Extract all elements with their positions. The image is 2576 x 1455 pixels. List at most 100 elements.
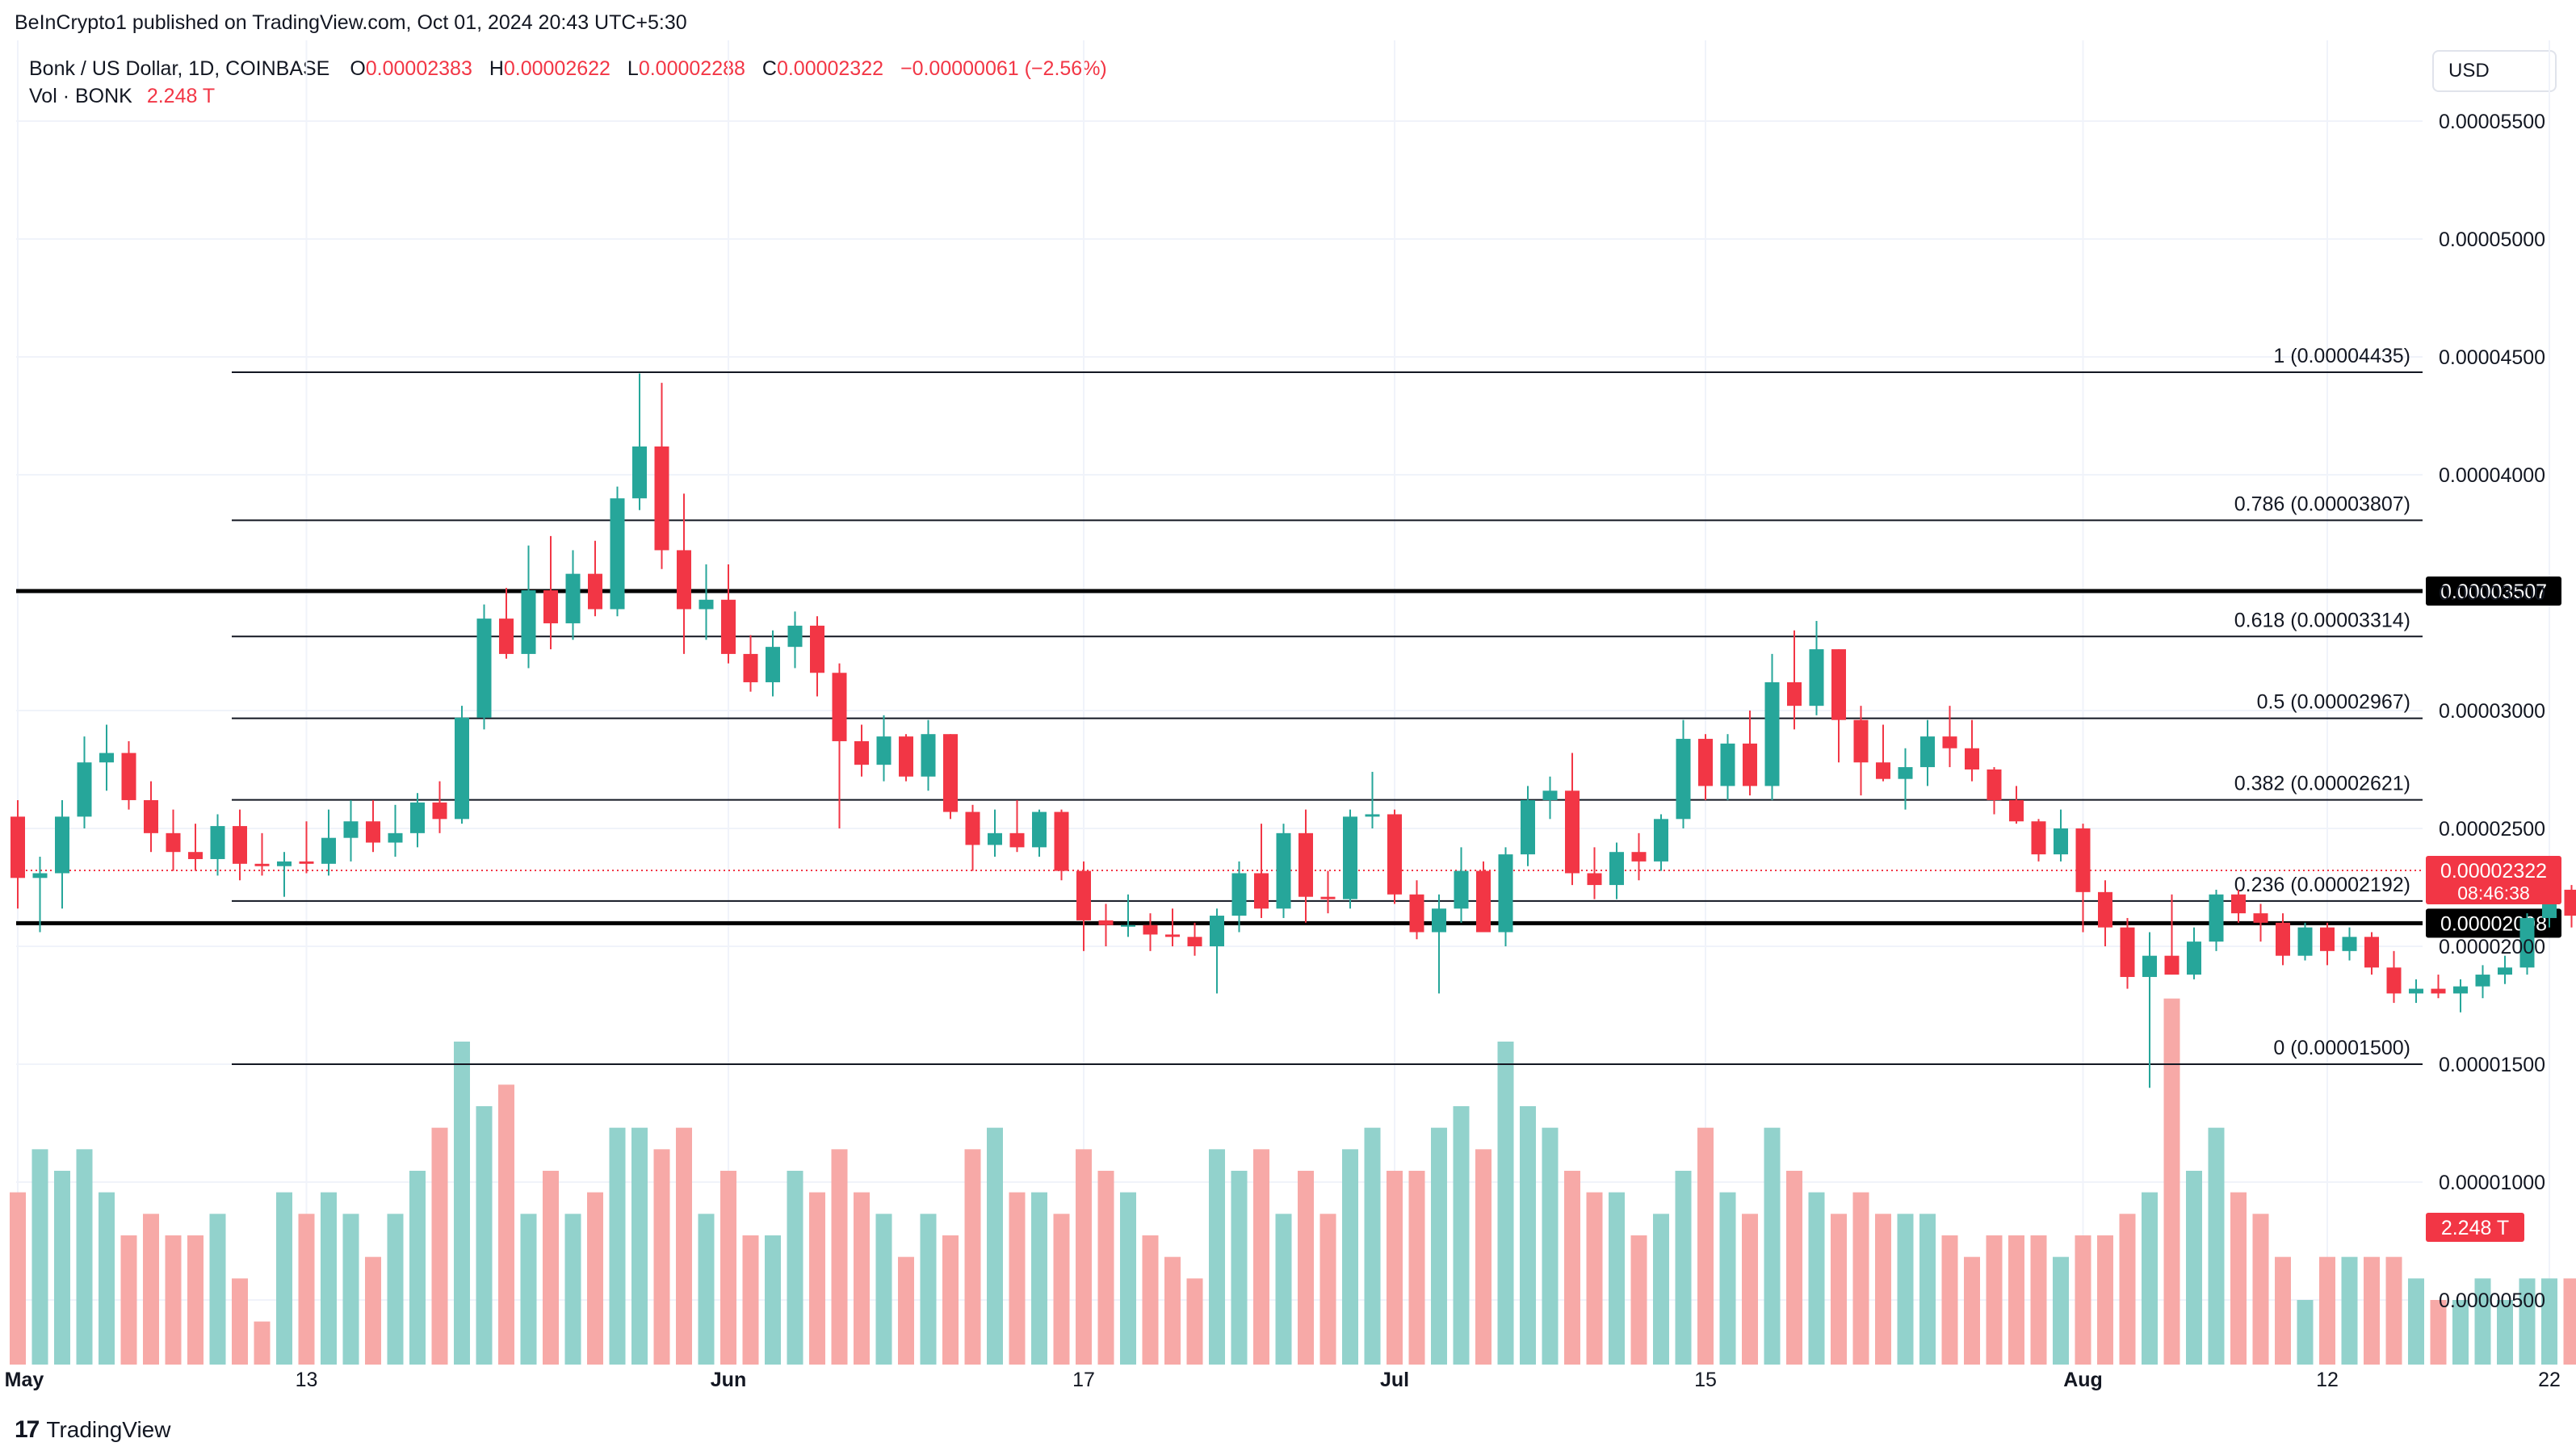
candle-body xyxy=(233,826,247,864)
candle-body xyxy=(2075,828,2091,892)
candle-body xyxy=(1609,852,1624,886)
volume-bar xyxy=(1053,1214,1070,1365)
volume-bar xyxy=(1719,1192,1736,1365)
volume-bar xyxy=(587,1192,603,1365)
volume-bar xyxy=(2252,1214,2269,1365)
volume-bar xyxy=(1319,1214,1336,1365)
candle-body xyxy=(32,873,48,878)
volume-bar xyxy=(1009,1192,1026,1365)
candle-body xyxy=(743,653,758,682)
countdown-label: 08:46:38 xyxy=(2457,883,2530,904)
candle-body xyxy=(943,734,958,812)
volume-bar xyxy=(609,1127,626,1365)
candle-body xyxy=(1631,852,1647,862)
candle-body xyxy=(1231,873,1247,916)
volume-bar xyxy=(342,1214,359,1365)
volume-bar xyxy=(2142,1192,2158,1365)
candle-body xyxy=(1787,681,1802,707)
candle-body xyxy=(2209,894,2224,942)
volume-bar xyxy=(1653,1214,1669,1365)
candle-body xyxy=(1920,736,1935,768)
volume-bar xyxy=(1142,1235,1159,1365)
candle-body xyxy=(1942,736,1957,748)
candle-body xyxy=(2453,986,2468,994)
volume-bar xyxy=(2430,1300,2447,1365)
publisher-line: BeInCrypto1 published on TradingView.com… xyxy=(15,11,687,34)
volume-bar xyxy=(1253,1149,1269,1365)
candle-body xyxy=(1098,920,1114,925)
candle-body xyxy=(277,861,292,866)
candle-body xyxy=(166,832,181,853)
candle-body xyxy=(10,816,25,878)
volume-bar xyxy=(2186,1171,2202,1365)
candle-body xyxy=(366,821,380,843)
tradingview-logo-text: TradingView xyxy=(46,1417,171,1442)
candle-body xyxy=(476,618,492,718)
volume-badge-label: 2.248 T xyxy=(2441,1217,2509,1239)
volume-bar xyxy=(209,1214,226,1365)
candle-body xyxy=(2142,955,2157,977)
volume-bar xyxy=(365,1256,381,1365)
candle-body xyxy=(121,753,136,800)
candle-body xyxy=(1831,649,1846,720)
candle-body xyxy=(876,736,892,765)
candle-body xyxy=(1809,649,1824,707)
candle-body xyxy=(2031,821,2046,855)
candle-body xyxy=(254,863,270,866)
volume-bar xyxy=(2053,1256,2069,1365)
volume-bar xyxy=(2297,1300,2314,1365)
high-value: 0.00002622 xyxy=(503,57,610,80)
volume-bar xyxy=(454,1042,470,1365)
volume-bar xyxy=(1564,1171,1580,1365)
y-axis-tick-label: 0.00001000 xyxy=(2439,1172,2545,1194)
volume-bar xyxy=(1275,1214,1292,1365)
candle-body xyxy=(2498,967,2512,975)
candle-body xyxy=(2231,894,2246,914)
volume-label[interactable]: Vol · BONK xyxy=(29,85,132,107)
volume-bar xyxy=(742,1235,759,1365)
candle-body xyxy=(2098,891,2112,928)
fib-level-label: 0.786 (0.00003807) xyxy=(2234,493,2410,515)
candle-body xyxy=(521,590,536,654)
candle-body xyxy=(1764,681,1780,786)
candle-body xyxy=(299,861,314,864)
y-axis-tick-label: 0.00004500 xyxy=(2439,346,2545,369)
low-label: L xyxy=(627,57,639,80)
volume-bar xyxy=(653,1149,670,1365)
x-axis-tick-label: Jun xyxy=(711,1369,746,1391)
volume-bar xyxy=(1408,1171,1425,1365)
volume-bar xyxy=(564,1214,581,1365)
tradingview-logo[interactable]: 17 TradingView xyxy=(15,1416,170,1444)
volume-bar xyxy=(2519,1278,2536,1365)
y-axis-tick-label: 0.00002000 xyxy=(2439,936,2545,958)
symbol-title[interactable]: Bonk / US Dollar, 1D, COINBASE xyxy=(29,57,330,80)
last-price-label: 0.00002322 xyxy=(2440,860,2547,883)
candle-body xyxy=(1298,832,1313,897)
volume-bar xyxy=(1209,1149,1225,1365)
volume-bar xyxy=(1342,1149,1358,1365)
candle-body xyxy=(543,590,558,623)
volume-bar xyxy=(1675,1171,1692,1365)
candle-body xyxy=(1432,908,1446,933)
volume-bar xyxy=(1475,1149,1491,1365)
currency-button[interactable]: USD xyxy=(2432,50,2557,92)
volume-bar xyxy=(720,1171,736,1365)
volume-bar xyxy=(1186,1278,1203,1365)
volume-bar xyxy=(1852,1192,1869,1365)
volume-bar xyxy=(1364,1127,1381,1365)
candle-body xyxy=(2009,799,2024,822)
volume-bar xyxy=(76,1149,93,1365)
volume-bar xyxy=(2119,1214,2136,1365)
candle-body xyxy=(2320,927,2335,951)
candle-body xyxy=(632,446,647,499)
volume-bar xyxy=(2341,1256,2358,1365)
volume-bar xyxy=(2474,1278,2491,1365)
price-badge xyxy=(2426,576,2561,606)
candle-body xyxy=(455,717,469,820)
volume-bar xyxy=(854,1192,870,1365)
candle-body xyxy=(499,618,514,654)
candle-body xyxy=(144,799,158,833)
candle-body xyxy=(965,811,980,845)
candle-body xyxy=(1276,832,1291,909)
